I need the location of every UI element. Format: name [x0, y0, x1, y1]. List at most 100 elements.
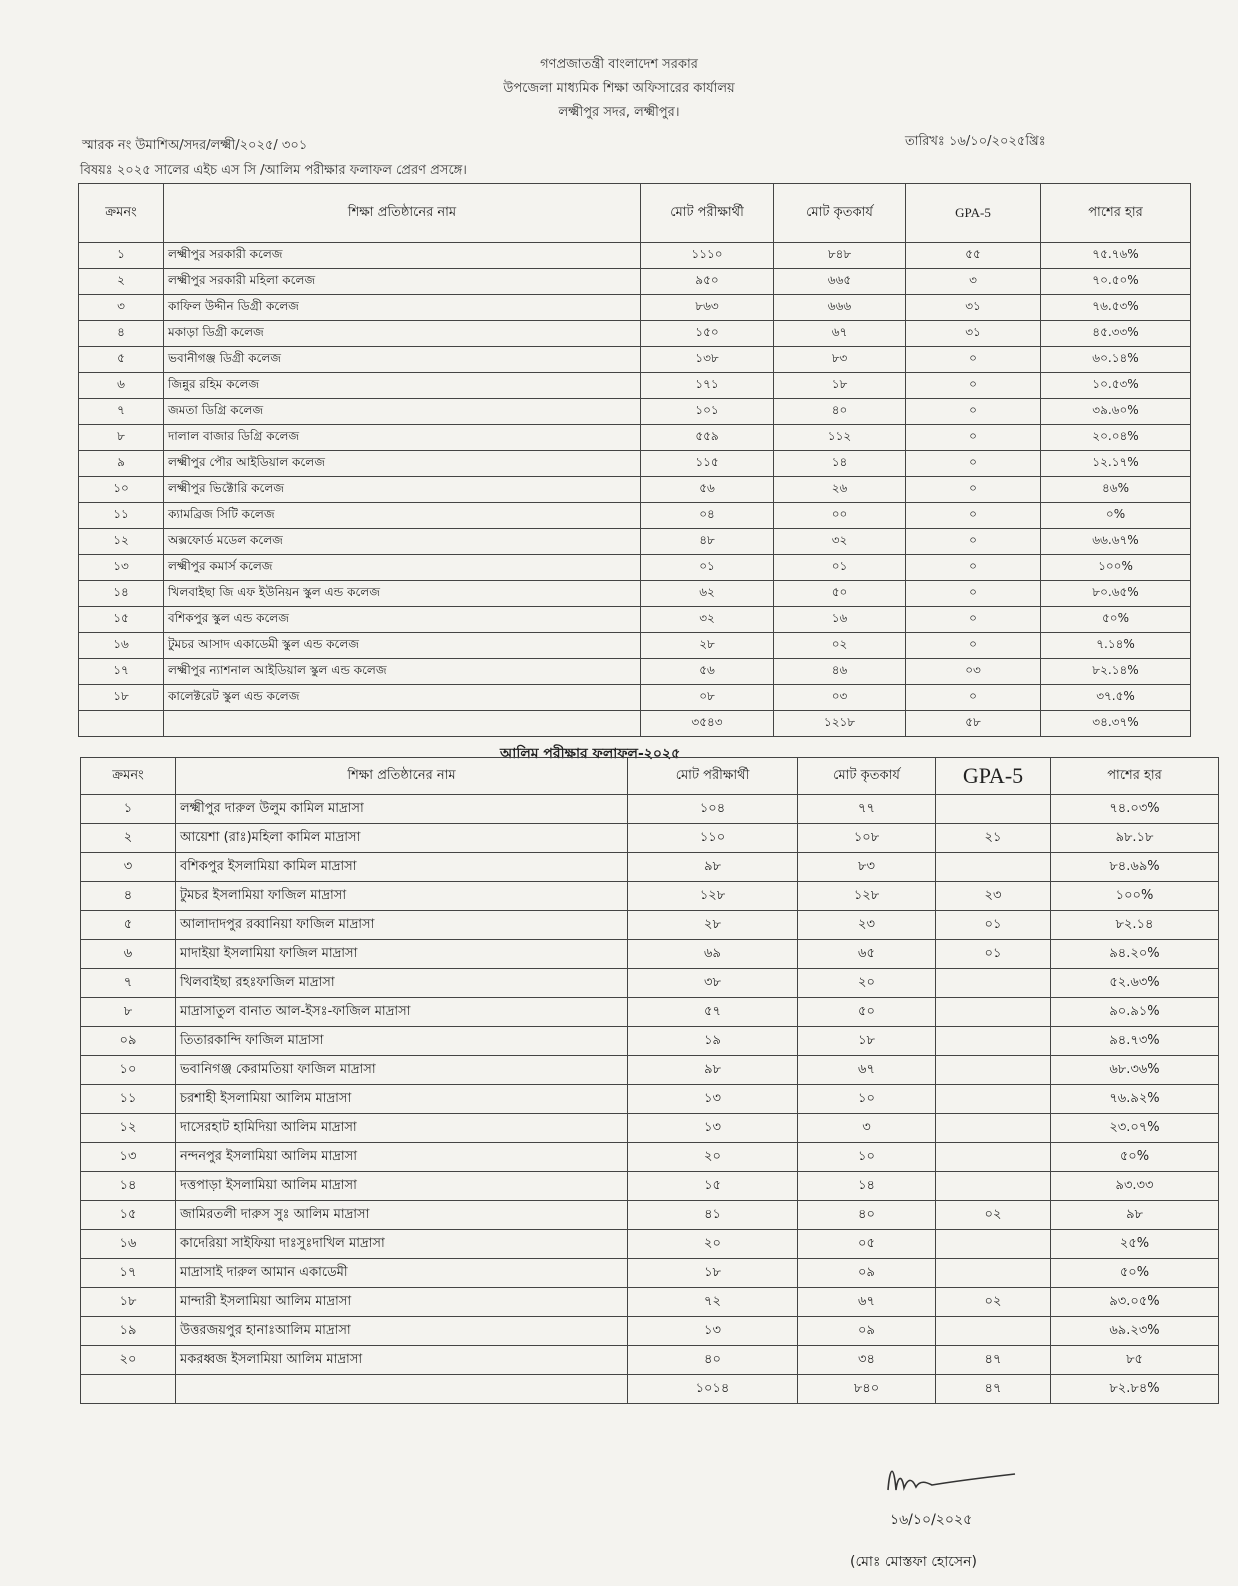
cell-examinees: ৪১	[627, 1200, 798, 1230]
cell-institution: লক্ষ্মীপুর ভিক্টোরি কলেজ	[163, 476, 641, 503]
cell-serial: ১৬	[80, 1229, 176, 1259]
cell-gpa5: ৪৭	[935, 1374, 1051, 1404]
cell-institution: লক্ষ্মীপুর সরকারী কলেজ	[163, 242, 641, 269]
cell-institution: মাদ্রাসাতুল বানাত আল-ইসঃ-ফাজিল মাদ্রাসা	[175, 997, 628, 1027]
col-examinees: মোট পরীক্ষার্থী	[627, 757, 798, 795]
cell-gpa5: ০	[905, 528, 1041, 555]
cell-serial: ৪	[78, 320, 164, 347]
cell-serial	[78, 710, 164, 737]
cell-pass-rate: ৪৫.৩৩%	[1040, 320, 1191, 347]
cell-gpa5: ২১	[935, 823, 1051, 853]
cell-serial: ৮	[80, 997, 176, 1027]
cell-gpa5: ০১	[935, 910, 1051, 940]
total-row: ১০১৪ ৮৪০ ৪৭ ৮২.৮৪%	[80, 1374, 1219, 1404]
cell-pass-rate: ১০০%	[1050, 881, 1219, 911]
cell-passed: ৭৭	[797, 794, 936, 824]
cell-pass-rate: ৭৬.৫৩%	[1040, 294, 1191, 321]
cell-serial: ১৮	[78, 684, 164, 711]
cell-examinees: ৮৬৩	[640, 294, 774, 321]
cell-gpa5: ৩১	[905, 294, 1041, 321]
cell-gpa5: ০	[905, 476, 1041, 503]
cell-pass-rate: ৭০.৫০%	[1040, 268, 1191, 295]
table-row: ২ লক্ষ্মীপুর সরকারী মহিলা কলেজ ৯৫০ ৬৬৫ ৩ ৭০.৫…	[78, 268, 1191, 295]
cell-examinees: ১৩	[627, 1113, 798, 1143]
cell-pass-rate: ৯৩.০৫%	[1050, 1287, 1219, 1317]
cell-gpa5: ৫৫	[905, 242, 1041, 269]
cell-gpa5	[935, 1171, 1051, 1201]
cell-serial: ১১	[80, 1084, 176, 1114]
cell-examinees: ১৭১	[640, 372, 774, 399]
table-row: ১৭ লক্ষ্মীপুর ন্যাশনাল আইডিয়াল স্কুল এন্…	[78, 658, 1191, 685]
cell-serial: ১৫	[78, 606, 164, 633]
cell-passed: ৪৬	[773, 658, 906, 685]
cell-examinees: ০১	[640, 554, 774, 581]
cell-institution: নন্দনপুর ইসলামিয়া আলিম মাদ্রাসা	[175, 1142, 628, 1172]
cell-pass-rate: ৯০.৯১%	[1050, 997, 1219, 1027]
cell-serial: ৮	[78, 424, 164, 451]
cell-passed: ১৬	[773, 606, 906, 633]
cell-institution: আয়েশা (রাঃ)মহিলা কামিল মাদ্রাসা	[175, 823, 628, 853]
location-heading: লক্ষ্মীপুর সদর, লক্ষ্মীপুর।	[558, 105, 680, 120]
cell-serial: ১৬	[78, 632, 164, 659]
table-row: ৫ ভবানীগঞ্জ ডিগ্রী কলেজ ১৩৮ ৮৩ ০ ৬০.১৪%	[78, 346, 1191, 373]
cell-passed: ৩৪	[797, 1345, 936, 1375]
cell-serial: ১৩	[80, 1142, 176, 1172]
cell-passed: ১৮	[797, 1026, 936, 1056]
cell-passed: ৪০	[773, 398, 906, 425]
col-gpa5: GPA-5	[905, 183, 1041, 243]
cell-institution: ভবানিগঞ্জ কেরামতিয়া ফাজিল মাদ্রাসা	[175, 1055, 628, 1085]
table-row: ১৩ নন্দনপুর ইসলামিয়া আলিম মাদ্রাসা ২০ ১০ ৫০…	[80, 1142, 1219, 1172]
cell-serial: ১২	[78, 528, 164, 555]
cell-passed: ০৩	[773, 684, 906, 711]
table-row: ১৭ মাদ্রাসাই দারুল আমান একাডেমী ১৮ ০৯ ৫০%	[80, 1258, 1219, 1288]
cell-passed: ১২৮	[797, 881, 936, 911]
cell-passed: ৫০	[773, 580, 906, 607]
cell-serial: ৩	[78, 294, 164, 321]
cell-passed: ০৫	[797, 1229, 936, 1259]
cell-passed: ৫০	[797, 997, 936, 1027]
cell-institution: মকরধ্বজ ইসলামিয়া আলিম মাদ্রাসা	[175, 1345, 628, 1375]
signature-date: ১৬/১০/২০২৫	[890, 1512, 973, 1528]
cell-gpa5: ০	[905, 346, 1041, 373]
cell-passed: ১০	[797, 1084, 936, 1114]
cell-pass-rate: ৮০.৬৫%	[1040, 580, 1191, 607]
col-pass-rate: পাশের হার	[1050, 757, 1219, 795]
cell-pass-rate: ২৫%	[1050, 1229, 1219, 1259]
cell-pass-rate: ৫০%	[1050, 1142, 1219, 1172]
cell-serial: ১০	[78, 476, 164, 503]
cell-gpa5: ৫৮	[905, 710, 1041, 737]
table-row: ৮ মাদ্রাসাতুল বানাত আল-ইসঃ-ফাজিল মাদ্রাসা…	[80, 997, 1219, 1027]
cell-pass-rate: ৩৪.৩৭%	[1040, 710, 1191, 737]
cell-gpa5	[935, 1316, 1051, 1346]
cell-examinees: ০৮	[640, 684, 774, 711]
cell-passed: ৩	[797, 1113, 936, 1143]
memo-number: স্মারক নং উমাশিঅ/সদর/লক্ষ্মী/২০২৫/ ৩০১	[82, 138, 308, 153]
table-row: ১১ চরশাহী ইসলামিয়া আলিম মাদ্রাসা ১৩ ১০ ৭৬.৯…	[80, 1084, 1219, 1114]
cell-pass-rate: ৮৫	[1050, 1345, 1219, 1375]
cell-pass-rate: ৯৩.৩৩	[1050, 1171, 1219, 1201]
table-row: ৭ জমতা ডিগ্রি কলেজ ১০১ ৪০ ০ ৩৯.৬০%	[78, 398, 1191, 425]
cell-examinees: ৯৮	[627, 852, 798, 882]
cell-pass-rate: ৬০.১৪%	[1040, 346, 1191, 373]
cell-examinees: ৯৮	[627, 1055, 798, 1085]
cell-pass-rate: ৫০%	[1040, 606, 1191, 633]
cell-gpa5	[935, 1055, 1051, 1085]
cell-examinees: ৫৬	[640, 658, 774, 685]
cell-serial: ১৯	[80, 1316, 176, 1346]
cell-institution: আলাদাদপুর রব্বানিয়া ফাজিল মাদ্রাসা	[175, 910, 628, 940]
cell-gpa5	[935, 1113, 1051, 1143]
cell-passed: ১০৮	[797, 823, 936, 853]
cell-pass-rate: ৮২.১৪	[1050, 910, 1219, 940]
table-row: ১৬ টুমচর আসাদ একাডেমী স্কুল এন্ড কলেজ ২৮ ০২…	[78, 632, 1191, 659]
subject-line: বিষয়ঃ ২০২৫ সালের এইচ এস সি /আলিম পরীক্ষ…	[80, 163, 467, 178]
table-row: ১৯ উত্তরজয়পুর হানাঃআলিম মাদ্রাসা ১৩ ০৯ ৬৯.২…	[80, 1316, 1219, 1346]
cell-pass-rate: ৩৯.৬০%	[1040, 398, 1191, 425]
cell-passed: ১৪	[797, 1171, 936, 1201]
table-row: ১৮ কালেক্টরেট স্কুল এন্ড কলেজ ০৮ ০৩ ০ ৩৭.৫%	[78, 684, 1191, 711]
table-row: ১ লক্ষ্মীপুর সরকারী কলেজ ১১১০ ৮৪৮ ৫৫ ৭৫.৭৬%	[78, 242, 1191, 269]
cell-institution: লক্ষ্মীপুর ন্যাশনাল আইডিয়াল স্কুল এন্ড …	[163, 658, 641, 685]
cell-passed: ১৪	[773, 450, 906, 477]
cell-passed: ৬৭	[797, 1055, 936, 1085]
cell-institution: মাদাইয়া ইসলামিয়া ফাজিল মাদ্রাসা	[175, 939, 628, 969]
cell-serial: ১১	[78, 502, 164, 529]
